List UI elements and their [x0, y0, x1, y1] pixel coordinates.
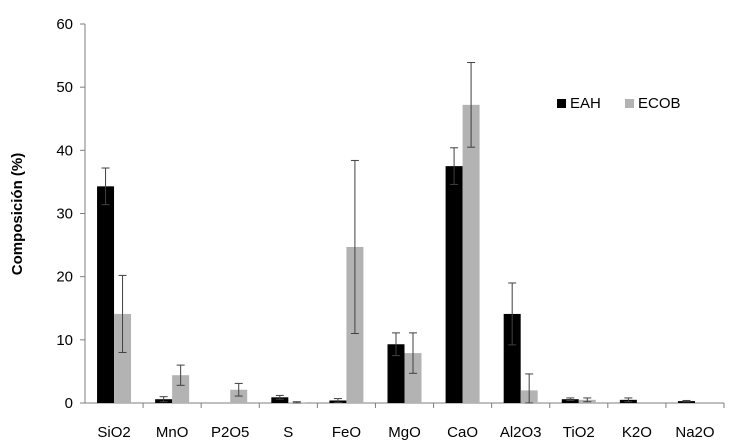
y-tick-label: 0: [65, 395, 73, 412]
y-tick-label: 60: [56, 16, 73, 33]
y-tick-label: 50: [56, 79, 73, 96]
legend-swatch-ecob: [625, 99, 634, 108]
bar-eah: [271, 397, 289, 403]
x-tick-label: FeO: [332, 424, 361, 441]
bar-eah: [97, 186, 115, 403]
y-axis-label: Composición (%): [9, 153, 26, 276]
bar-eah: [445, 166, 463, 403]
legend-swatch-eah: [557, 99, 566, 108]
bar-ecob: [172, 375, 190, 403]
x-tick-label: TiO2: [563, 424, 595, 441]
legend: EAH ECOB: [557, 95, 681, 112]
x-tick-label: Na2O: [675, 424, 714, 441]
x-tick-label: MgO: [388, 424, 421, 441]
x-tick-label: S: [283, 424, 293, 441]
x-tick-label: P2O5: [211, 424, 249, 441]
bar-ecob: [114, 313, 132, 403]
y-tick-label: 40: [56, 142, 73, 159]
y-tick-label: 20: [56, 269, 73, 286]
x-tick-label: SiO2: [97, 424, 130, 441]
y-tick-label: 10: [56, 332, 73, 349]
bar-ecob: [462, 104, 480, 403]
x-tick-label: MnO: [156, 424, 189, 441]
bar-eah: [387, 344, 405, 403]
legend-label-eah: EAH: [570, 95, 601, 112]
plot-area: 0 10 20 30 40 50 60 SiO2 MnO P2O5 S FeO MgO CaO Al2O3 T…: [56, 16, 725, 441]
y-tick-label: 30: [56, 206, 73, 223]
bar-ecob: [404, 353, 422, 403]
x-tick-label: K2O: [622, 424, 652, 441]
x-tick-label: Al2O3: [500, 424, 542, 441]
bar-eah: [503, 313, 521, 403]
x-tick-label: CaO: [447, 424, 478, 441]
legend-label-ecob: ECOB: [638, 95, 681, 112]
bar-eah: [561, 399, 579, 403]
